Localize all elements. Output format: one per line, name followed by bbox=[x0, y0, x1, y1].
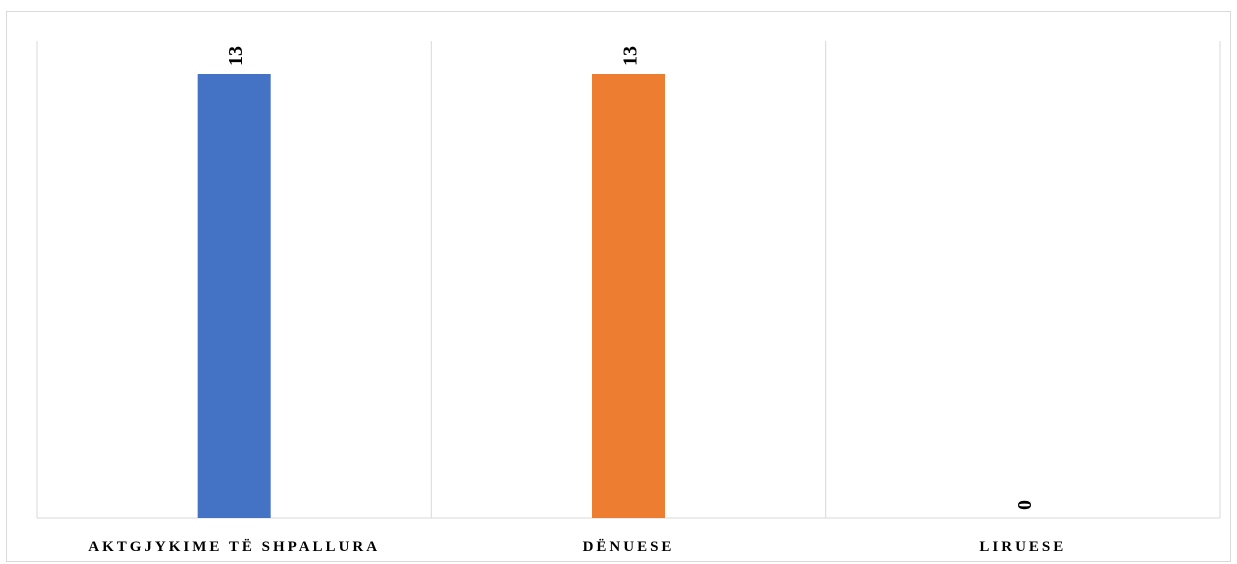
category-labels: AKTGJYKIME TË SHPALLURA DËNUESE LIRUESE bbox=[88, 539, 1066, 555]
data-label: 0 bbox=[1014, 500, 1036, 510]
bar bbox=[592, 74, 665, 518]
category-label: DËNUESE bbox=[583, 539, 675, 555]
bar bbox=[197, 74, 271, 518]
bars bbox=[197, 74, 665, 518]
data-label: 13 bbox=[620, 46, 642, 66]
data-labels: 13 13 0 bbox=[225, 46, 1036, 510]
category-label: AKTGJYKIME TË SHPALLURA bbox=[88, 539, 380, 555]
category-label: LIRUESE bbox=[979, 539, 1066, 555]
data-label: 13 bbox=[225, 46, 247, 66]
